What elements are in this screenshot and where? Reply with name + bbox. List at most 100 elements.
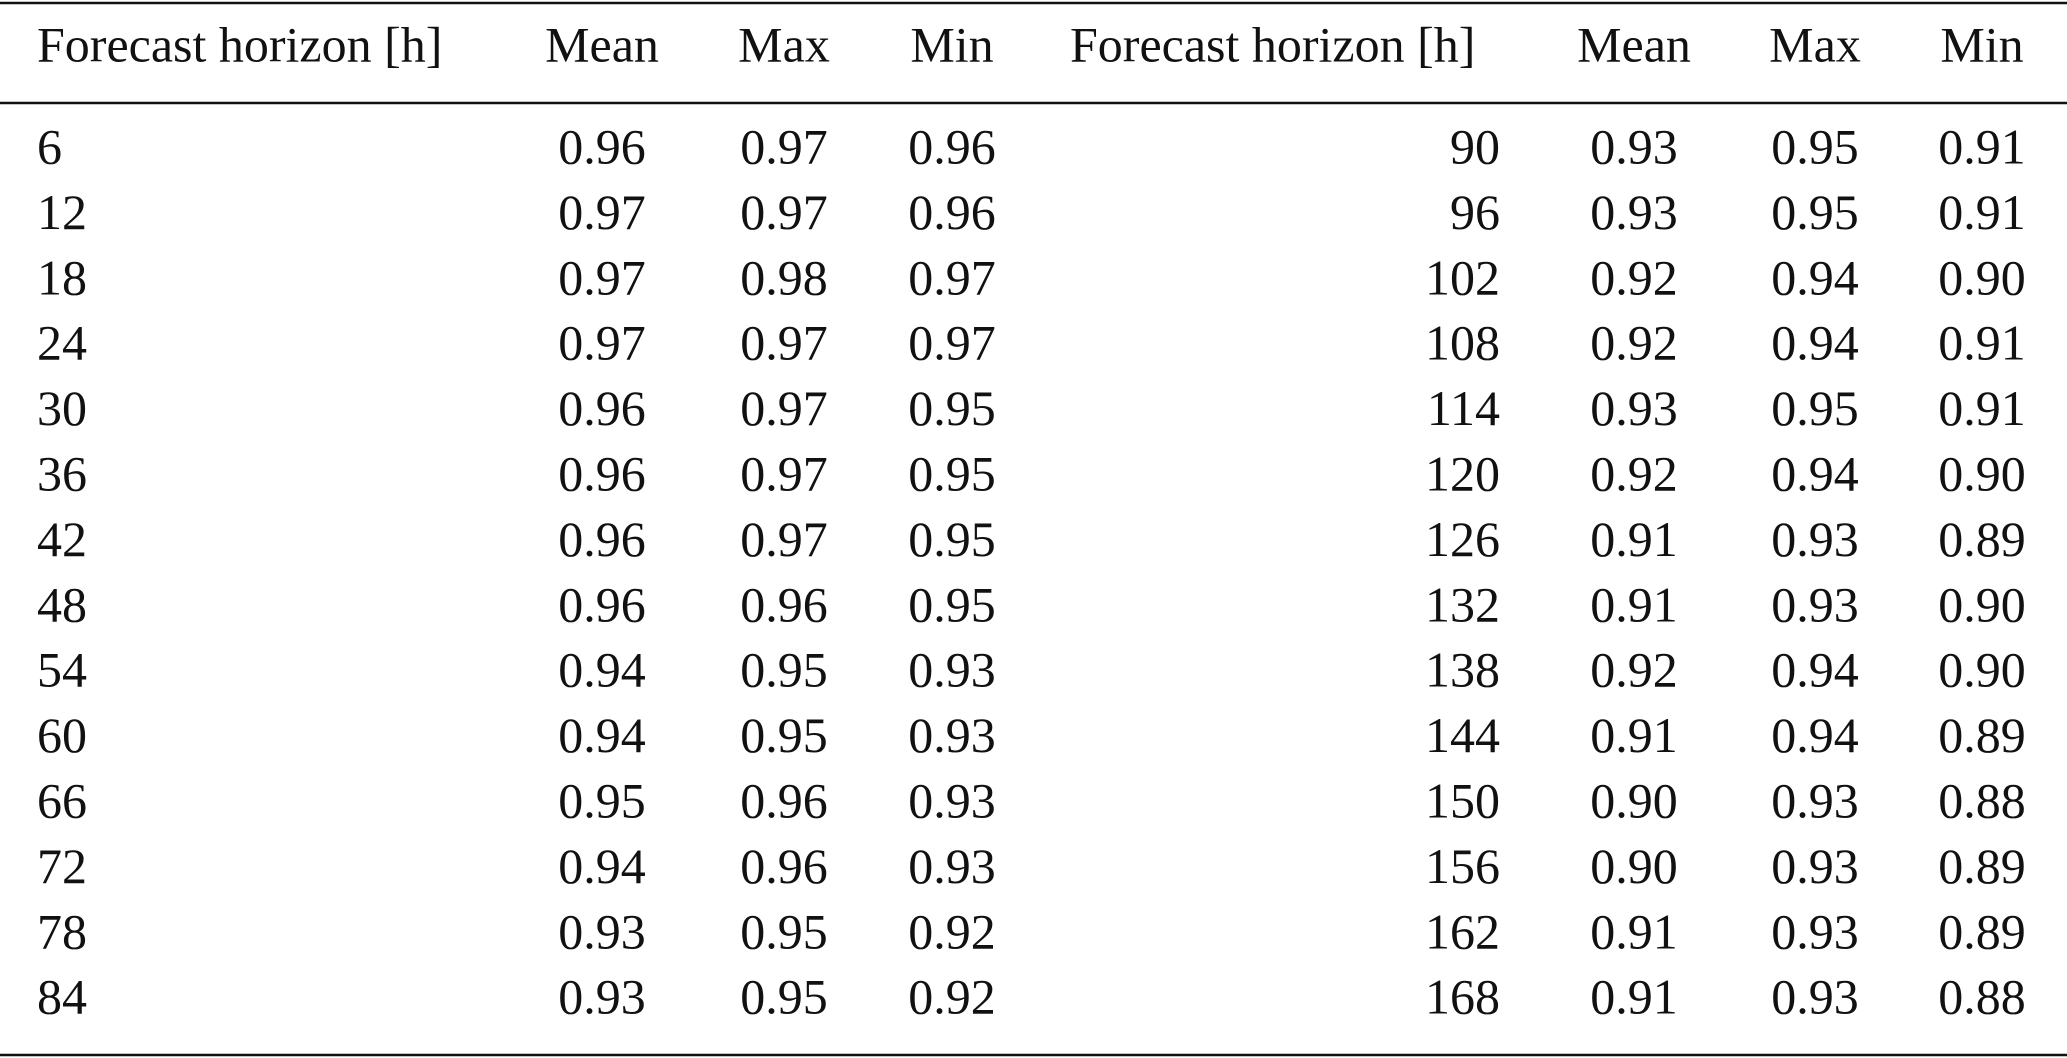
table-cell: 0.93 <box>558 969 646 1025</box>
table-cell: 0.93 <box>908 707 996 763</box>
table-cell: 162 <box>1425 903 1500 959</box>
table-cell: 0.97 <box>740 380 828 436</box>
table-cell: 0.97 <box>558 315 646 371</box>
table-cell: 156 <box>1425 838 1500 894</box>
table-cell: 120 <box>1425 445 1500 501</box>
table-cell: 0.91 <box>1938 380 2026 436</box>
table-cell: 102 <box>1425 249 1500 305</box>
table-cell: 0.91 <box>1938 184 2026 240</box>
table-cell: 72 <box>37 838 87 894</box>
table-cell: 24 <box>37 315 87 371</box>
table-cell: 0.95 <box>740 969 828 1025</box>
table-cell: 0.96 <box>558 118 646 174</box>
header-cell: Mean <box>1577 16 1691 72</box>
table-cell: 0.95 <box>1771 184 1859 240</box>
table-cell: 0.88 <box>1938 772 2026 828</box>
table-cell: 0.90 <box>1938 576 2026 632</box>
table-cell: 0.89 <box>1938 838 2026 894</box>
table-cell: 0.91 <box>1590 903 1678 959</box>
table-cell: 0.94 <box>1771 642 1859 698</box>
table-cell: 0.89 <box>1938 511 2026 567</box>
table-cell: 12 <box>37 184 87 240</box>
table-cell: 0.95 <box>908 445 996 501</box>
table-cell: 96 <box>1450 184 1500 240</box>
table-cell: 0.97 <box>558 184 646 240</box>
table-cell: 90 <box>1450 118 1500 174</box>
table-cell: 0.96 <box>740 772 828 828</box>
table-cell: 84 <box>37 969 87 1025</box>
table-cell: 0.97 <box>740 118 828 174</box>
table-cell: 0.93 <box>1771 772 1859 828</box>
table-cell: 0.96 <box>908 118 996 174</box>
table-cell: 0.94 <box>558 838 646 894</box>
table-cell: 0.92 <box>1590 642 1678 698</box>
table-cell: 0.92 <box>1590 315 1678 371</box>
table-cell: 30 <box>37 380 87 436</box>
header-cell: Mean <box>545 16 659 72</box>
table-cell: 132 <box>1425 576 1500 632</box>
table-cell: 0.97 <box>908 249 996 305</box>
header-cell: Min <box>1940 16 2023 72</box>
header-cell: Max <box>1769 16 1861 72</box>
table-cell: 0.98 <box>740 249 828 305</box>
table-cell: 0.96 <box>558 511 646 567</box>
table-cell: 0.93 <box>1771 511 1859 567</box>
table-cell: 42 <box>37 511 87 567</box>
table-cell: 0.89 <box>1938 707 2026 763</box>
table-cell: 54 <box>37 642 87 698</box>
table-cell: 0.96 <box>558 380 646 436</box>
table-cell: 0.90 <box>1590 772 1678 828</box>
table-cell: 0.91 <box>1590 969 1678 1025</box>
table-cell: 0.94 <box>1771 445 1859 501</box>
table-cell: 0.97 <box>740 315 828 371</box>
table-cell: 0.91 <box>1590 707 1678 763</box>
table-cell: 0.93 <box>558 903 646 959</box>
table-cell: 0.95 <box>740 707 828 763</box>
table-cell: 0.92 <box>908 903 996 959</box>
table-cell: 36 <box>37 445 87 501</box>
table-cell: 0.96 <box>740 576 828 632</box>
table-cell: 0.91 <box>1938 118 2026 174</box>
table-cell: 0.90 <box>1938 249 2026 305</box>
table-cell: 144 <box>1425 707 1500 763</box>
table-cell: 0.93 <box>1771 903 1859 959</box>
table-cell: 0.93 <box>908 772 996 828</box>
table-cell: 0.95 <box>558 772 646 828</box>
table-cell: 0.90 <box>1938 642 2026 698</box>
table-cell: 0.95 <box>1771 380 1859 436</box>
table-cell: 0.93 <box>908 642 996 698</box>
table-cell: 0.90 <box>1938 445 2026 501</box>
header-cell: Forecast horizon [h] <box>1070 16 1475 72</box>
table-cell: 108 <box>1425 315 1500 371</box>
table-cell: 0.94 <box>1771 249 1859 305</box>
table-cell: 0.88 <box>1938 969 2026 1025</box>
table-cell: 0.96 <box>558 445 646 501</box>
table-cell: 0.93 <box>908 838 996 894</box>
table-cell: 168 <box>1425 969 1500 1025</box>
table-cell: 0.97 <box>558 249 646 305</box>
table-cell: 0.92 <box>1590 445 1678 501</box>
table-cell: 0.93 <box>1590 184 1678 240</box>
table-cell: 0.95 <box>740 903 828 959</box>
table-cell: 0.91 <box>1938 315 2026 371</box>
table-cell: 0.91 <box>1590 511 1678 567</box>
table-cell: 0.93 <box>1590 380 1678 436</box>
table-cell: 138 <box>1425 642 1500 698</box>
table-cell: 0.96 <box>558 576 646 632</box>
table-cell: 0.95 <box>740 642 828 698</box>
table-cell: 6 <box>37 118 62 174</box>
table-cell: 0.93 <box>1771 576 1859 632</box>
table-cell: 0.95 <box>908 576 996 632</box>
table-cell: 60 <box>37 707 87 763</box>
table-cell: 0.97 <box>740 511 828 567</box>
table-cell: 0.93 <box>1771 838 1859 894</box>
table-cell: 0.95 <box>908 511 996 567</box>
table-cell: 0.94 <box>558 707 646 763</box>
table-cell: 0.94 <box>1771 315 1859 371</box>
table-cell: 0.89 <box>1938 903 2026 959</box>
table-cell: 0.97 <box>908 315 996 371</box>
table-cell: 0.94 <box>558 642 646 698</box>
table-cell: 0.92 <box>1590 249 1678 305</box>
table-cell: 0.97 <box>740 184 828 240</box>
